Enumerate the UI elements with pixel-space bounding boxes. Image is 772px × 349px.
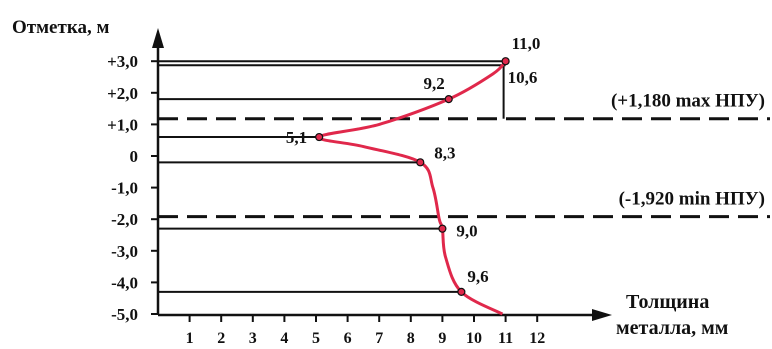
y-tick-label: -3,0 bbox=[111, 242, 138, 261]
measurement-label: 8,3 bbox=[434, 143, 455, 162]
reference-line-label: (+1,180 max НПУ) bbox=[611, 91, 765, 112]
x-tick-label: 10 bbox=[466, 330, 482, 347]
x-axis-arrow bbox=[592, 309, 612, 321]
x-tick-label: 7 bbox=[375, 330, 383, 347]
x-axis-title-line1: Толщина bbox=[626, 291, 709, 313]
measurement-labels: 11,0 9,2 5,1 8,3 9,0 9,6 10,6 bbox=[286, 34, 541, 286]
y-tick-label: -1,0 bbox=[111, 179, 138, 198]
x-axis-title-line2: металла, мм bbox=[616, 317, 728, 339]
y-tick-label: +3,0 bbox=[107, 52, 138, 71]
measurement-label: 9,2 bbox=[423, 74, 444, 93]
y-tick-label: -5,0 bbox=[111, 305, 138, 324]
measurement-leaders bbox=[158, 60, 506, 293]
reference-lines: (+1,180 max НПУ) (-1,920 min НПУ) bbox=[158, 91, 770, 219]
measurement-label: 9,6 bbox=[467, 267, 488, 286]
x-tick-label: 12 bbox=[529, 330, 545, 347]
x-ticks: 1 2 3 4 5 6 7 8 9 10 11 12 bbox=[186, 315, 545, 347]
reference-line-label: (-1,920 min НПУ) bbox=[619, 189, 765, 210]
y-tick-label: +1,0 bbox=[107, 115, 138, 134]
x-tick-label: 8 bbox=[407, 330, 415, 347]
measurement-label: 10,6 bbox=[508, 68, 538, 87]
y-tick-label: -2,0 bbox=[111, 210, 138, 229]
x-tick-label: 5 bbox=[312, 330, 320, 347]
x-tick-label: 11 bbox=[498, 330, 513, 347]
measurement-point bbox=[315, 132, 324, 142]
measurement-point bbox=[444, 95, 453, 104]
x-tick-label: 6 bbox=[344, 330, 352, 347]
measurement-point bbox=[438, 224, 447, 233]
y-axis-title: Отметка, м bbox=[12, 17, 109, 38]
x-tick-label: 9 bbox=[438, 330, 446, 347]
x-tick-label: 1 bbox=[186, 330, 194, 347]
measurement-label: 5,1 bbox=[286, 128, 307, 147]
y-tick-label: 0 bbox=[130, 147, 139, 166]
measurement-points bbox=[315, 57, 510, 296]
x-tick-label: 3 bbox=[249, 330, 257, 347]
measurement-label: 11,0 bbox=[512, 34, 541, 53]
measurement-point bbox=[457, 287, 466, 296]
y-ticks: +3,0 +2,0 +1,0 0 -1,0 -2,0 -3,0 -4,0 -5,0 bbox=[107, 52, 159, 324]
measurement-point bbox=[501, 57, 510, 66]
measurement-label: 9,0 bbox=[456, 222, 477, 241]
y-tick-label: -4,0 bbox=[111, 273, 138, 292]
x-tick-label: 2 bbox=[217, 330, 225, 347]
y-tick-label: +2,0 bbox=[107, 84, 138, 103]
axes bbox=[152, 28, 612, 321]
measurement-point bbox=[416, 158, 425, 167]
y-axis-arrow bbox=[152, 28, 164, 48]
x-tick-label: 4 bbox=[280, 330, 288, 347]
